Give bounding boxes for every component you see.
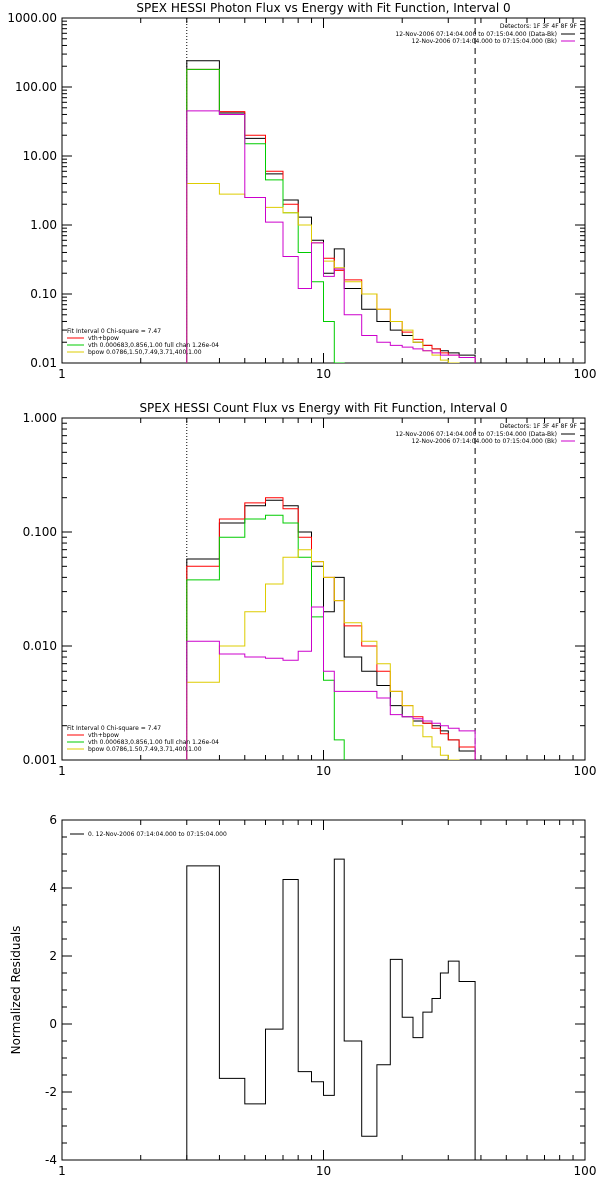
series-line-1 xyxy=(186,497,476,760)
series-group xyxy=(186,497,476,760)
x-tick-label: 10 xyxy=(316,764,331,778)
series-line-4 xyxy=(186,110,476,363)
x-tick-label: 1 xyxy=(58,1164,66,1178)
x-tick-label: 10 xyxy=(316,1164,331,1178)
x-tick-label: 100 xyxy=(574,367,597,381)
detectors-label: Detectors: 1F 3F 4F 8F 9F xyxy=(500,23,578,30)
x-tick-label: 100 xyxy=(574,1164,597,1178)
y-tick-label: 6 xyxy=(49,813,57,827)
series-group xyxy=(186,858,476,1160)
y-tick-label: 0.100 xyxy=(23,525,57,539)
y-tick-label: 0.001 xyxy=(23,753,57,767)
y-tick-label: 0.01 xyxy=(30,356,57,370)
chart-title: SPEX HESSI Count Flux vs Energy with Fit… xyxy=(139,401,507,415)
legend-left-label: bpow 0.0786,1.50,7.49,3.71,400,1.00 xyxy=(88,349,202,356)
x-tick-label: 100 xyxy=(574,764,597,778)
y-tick-label: 1000.00 xyxy=(7,11,57,25)
legend-left-title: Fit Interval 0 Chi-square = 7.47 xyxy=(67,328,161,335)
legend-right-label: 12-Nov-2006 07:14:04.000 to 07:15:04.000… xyxy=(395,431,557,438)
y-tick-label: -2 xyxy=(45,1085,57,1099)
legend-left-label: vth+bpow xyxy=(88,732,119,739)
y-tick-label: 0.10 xyxy=(30,287,57,301)
legend-left-label: vth 0.000683,0.856,1.00 full chan 1.26e-… xyxy=(88,739,219,746)
series-line-0 xyxy=(186,858,476,1160)
legend-right-label: 12-Nov-2006 07:14:04.000 to 07:15:04.000… xyxy=(395,31,557,38)
legend-left-title: Fit Interval 0 Chi-square = 7.47 xyxy=(67,725,161,732)
y-tick-label: 0.010 xyxy=(23,639,57,653)
series-line-2 xyxy=(186,514,345,760)
y-tick-label: 1.000 xyxy=(23,411,57,425)
y-axis-label: Normalized Residuals xyxy=(9,926,23,1055)
legend-left-label: vth+bpow xyxy=(88,335,119,342)
detectors-label: Detectors: 1F 3F 4F 8F 9F xyxy=(500,423,578,430)
y-tick-label: 2 xyxy=(49,949,57,963)
legend-right-label: 12-Nov-2006 07:14:04.000 to 07:15:04.000… xyxy=(412,38,557,45)
y-tick-label: -4 xyxy=(45,1153,57,1167)
x-tick-label: 1 xyxy=(58,764,66,778)
legend-right-label: 12-Nov-2006 07:14:04.000 to 07:15:04.000… xyxy=(412,438,557,445)
y-tick-label: 10.00 xyxy=(23,149,57,163)
legend-left-label: vth 0.000683,0.856,1.00 full chan 1.26e-… xyxy=(88,342,219,349)
y-tick-label: 1.00 xyxy=(30,218,57,232)
series-line-3 xyxy=(186,183,460,363)
legend-left-label: bpow 0.0786,1.50,7.49,3.71,400,1.00 xyxy=(88,746,202,753)
chart-title: SPEX HESSI Photon Flux vs Energy with Fi… xyxy=(136,1,510,15)
axes-frame xyxy=(61,819,586,1161)
x-tick-label: 10 xyxy=(316,367,331,381)
series-line-4 xyxy=(186,606,476,760)
y-tick-label: 0 xyxy=(49,1017,57,1031)
y-tick-label: 4 xyxy=(49,881,57,895)
y-tick-label: 100.00 xyxy=(15,80,57,94)
chart-0: SPEX HESSI Photon Flux vs Energy with Fi… xyxy=(7,1,596,381)
series-group xyxy=(186,60,476,363)
chart-1: SPEX HESSI Count Flux vs Energy with Fit… xyxy=(23,401,597,778)
legend-left-label: 0. 12-Nov-2006 07:14:04.000 to 07:15:04.… xyxy=(88,831,227,838)
chart-2: 1 10 100 6 4 2 0 -2 -4 Normalized Residuals 0. 12-… xyxy=(9,813,596,1178)
x-tick-label: 1 xyxy=(58,367,66,381)
series-line-3 xyxy=(186,549,460,760)
series-line-2 xyxy=(186,68,345,363)
